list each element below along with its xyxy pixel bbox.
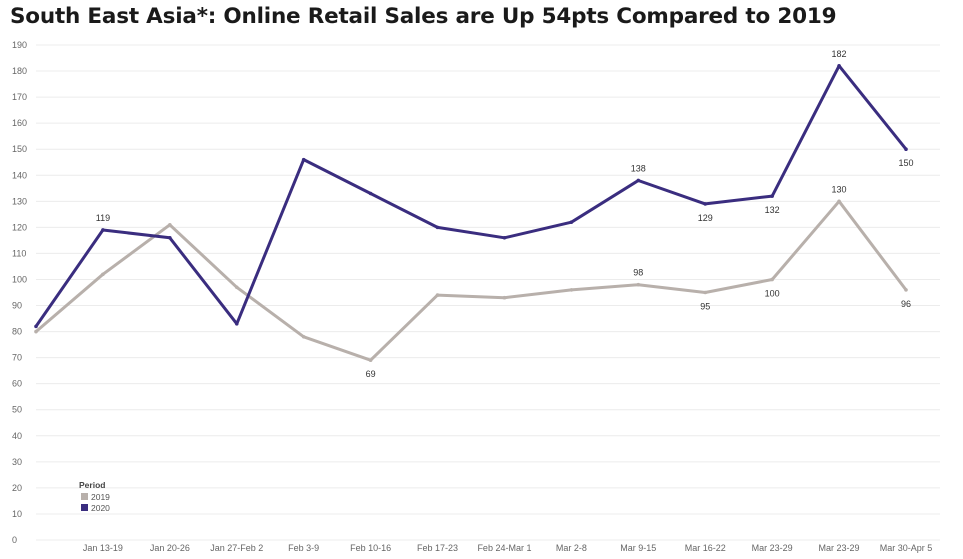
- y-tick-label: 190: [12, 40, 27, 50]
- grid-lines: [36, 44, 940, 541]
- y-tick-label: 160: [12, 118, 27, 128]
- data-point-2020: [569, 220, 574, 224]
- data-point-2019: [368, 358, 373, 363]
- x-tick-label: Mar 16-22: [685, 543, 726, 553]
- y-tick-label: 120: [12, 222, 27, 232]
- data-label-2019: 100: [765, 288, 780, 298]
- x-tick-label: Mar 23-29: [819, 543, 860, 553]
- x-tick-label: Mar 2-8: [556, 543, 587, 553]
- y-tick-label: 140: [12, 170, 27, 180]
- y-tick-label: 90: [12, 301, 22, 311]
- y-tick-label: 20: [12, 483, 22, 493]
- data-point-2020: [904, 147, 908, 152]
- data-point-2019: [837, 199, 841, 204]
- y-tick-label: 130: [12, 196, 27, 206]
- y-tick-label: 0: [12, 535, 17, 545]
- data-point-2020: [435, 225, 440, 230]
- legend-label-2019: 2019: [91, 492, 110, 502]
- data-point-2019: [435, 293, 440, 297]
- data-point-2019: [636, 282, 641, 287]
- data-point-2019: [101, 272, 105, 277]
- data-point-2019: [234, 285, 239, 290]
- y-axis: 0 10 20 30 40 50 60 70 80 90 100 110 120 130 140 150 160…: [12, 40, 27, 545]
- series-line-2020: [34, 64, 908, 328]
- y-tick-label: 100: [12, 274, 27, 284]
- data-point-2020: [234, 321, 239, 326]
- y-tick-label: 30: [12, 457, 22, 467]
- data-point-2019: [301, 334, 306, 339]
- data-point-2019: [703, 290, 708, 295]
- data-label-2020: 129: [698, 213, 713, 223]
- y-tick-label: 170: [12, 92, 27, 102]
- y-tick-label: 40: [12, 431, 22, 441]
- legend-title: Period: [79, 480, 105, 490]
- data-label-2020: 119: [96, 213, 110, 223]
- x-tick-label: Mar 23-29: [752, 543, 793, 553]
- legend-swatch-2020: [81, 504, 88, 511]
- data-label-2020: 150: [898, 158, 913, 168]
- data-point-2019: [770, 277, 774, 282]
- data-point-2020: [301, 157, 306, 162]
- y-tick-label: 50: [12, 405, 22, 415]
- data-point-2019: [34, 329, 38, 334]
- data-point-2019: [904, 288, 908, 292]
- data-label-2019: 95: [700, 302, 710, 312]
- x-tick-label: Mar 30-Apr 5: [880, 543, 933, 553]
- series-lines: [34, 64, 908, 363]
- y-tick-label: 10: [12, 509, 22, 519]
- data-point-2020: [770, 194, 774, 198]
- data-point-2020: [168, 235, 172, 240]
- data-point-2019: [502, 295, 507, 300]
- data-point-2019: [168, 222, 172, 227]
- x-tick-label: Jan 13-19: [83, 543, 123, 553]
- x-tick-label: Feb 24-Mar 1: [477, 543, 531, 553]
- data-label-2020: 182: [832, 49, 847, 59]
- x-tick-label: Jan 20-26: [150, 543, 190, 553]
- data-label-2019: 130: [832, 184, 847, 194]
- x-tick-label: Feb 10-16: [350, 543, 391, 553]
- data-point-2020: [34, 324, 38, 329]
- legend-swatch-2019: [81, 493, 88, 500]
- y-tick-label: 60: [12, 379, 22, 389]
- x-tick-label: Mar 9-15: [620, 543, 656, 553]
- y-tick-label: 150: [12, 144, 27, 154]
- y-tick-label: 70: [12, 353, 22, 363]
- series-line-2019: [34, 199, 908, 362]
- data-label-2019: 98: [633, 268, 643, 278]
- y-tick-label: 180: [12, 66, 27, 76]
- legend-label-2020: 2020: [91, 503, 110, 513]
- data-point-2020: [837, 64, 841, 68]
- data-label-2019: 69: [366, 369, 376, 379]
- data-point-2020: [502, 235, 507, 240]
- x-tick-label: Jan 27-Feb 2: [210, 543, 263, 553]
- data-point-2020: [703, 202, 708, 206]
- x-tick-label: Feb 17-23: [417, 543, 458, 553]
- data-label-2020: 132: [765, 205, 780, 215]
- x-tick-label: Feb 3-9: [288, 543, 319, 553]
- y-tick-label: 110: [12, 248, 26, 258]
- y-tick-label: 80: [12, 327, 22, 337]
- data-point-2019: [569, 288, 574, 292]
- data-labels: 69 98 95 100 130 96 119 138 129 132 182 150: [96, 49, 914, 379]
- data-label-2019: 96: [901, 299, 911, 309]
- data-point-2020: [101, 228, 105, 232]
- data-label-2020: 138: [631, 163, 646, 173]
- x-axis: Jan 13-19 Jan 20-26 Jan 27-Feb 2 Feb 3-9 Feb…: [83, 543, 932, 553]
- data-point-2020: [368, 191, 373, 196]
- data-point-2020: [636, 178, 641, 183]
- chart-title: South East Asia*: Online Retail Sales ar…: [10, 4, 837, 29]
